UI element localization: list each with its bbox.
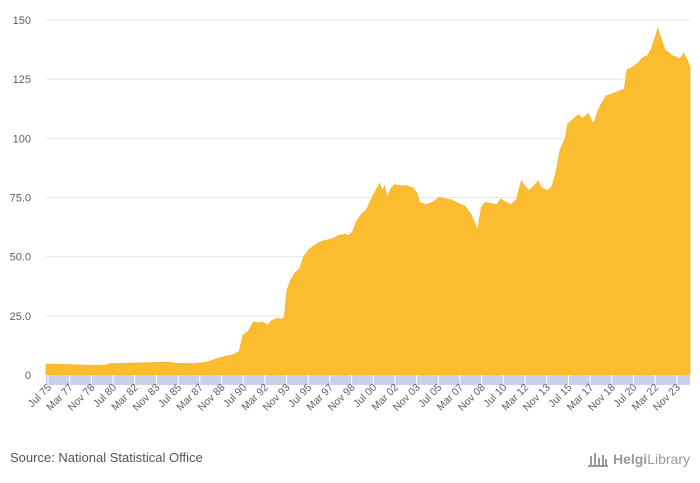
x-axis-ticks [47,375,678,385]
series-area [45,27,691,376]
y-tick-label: 75.0 [10,193,31,205]
y-tick-label: 150 [13,15,31,27]
brand-name-part2: Library [647,451,690,467]
y-tick-label: 25.0 [10,311,31,323]
source-note: Source: National Statistical Office [10,450,203,465]
y-tick-label: 125 [13,74,31,86]
library-building-icon [587,453,608,467]
brand-name-part1: Helgi [612,451,648,467]
y-tick-label: 50.0 [10,252,31,264]
helgi-library-logo[interactable]: HelgiLibrary [587,450,690,468]
x-axis-band [46,375,690,385]
y-axis-labels: 0 25.0 50.0 75.0 100 125 150 [10,15,31,382]
y-tick-label: 0 [25,370,31,382]
y-tick-label: 100 [13,133,31,145]
